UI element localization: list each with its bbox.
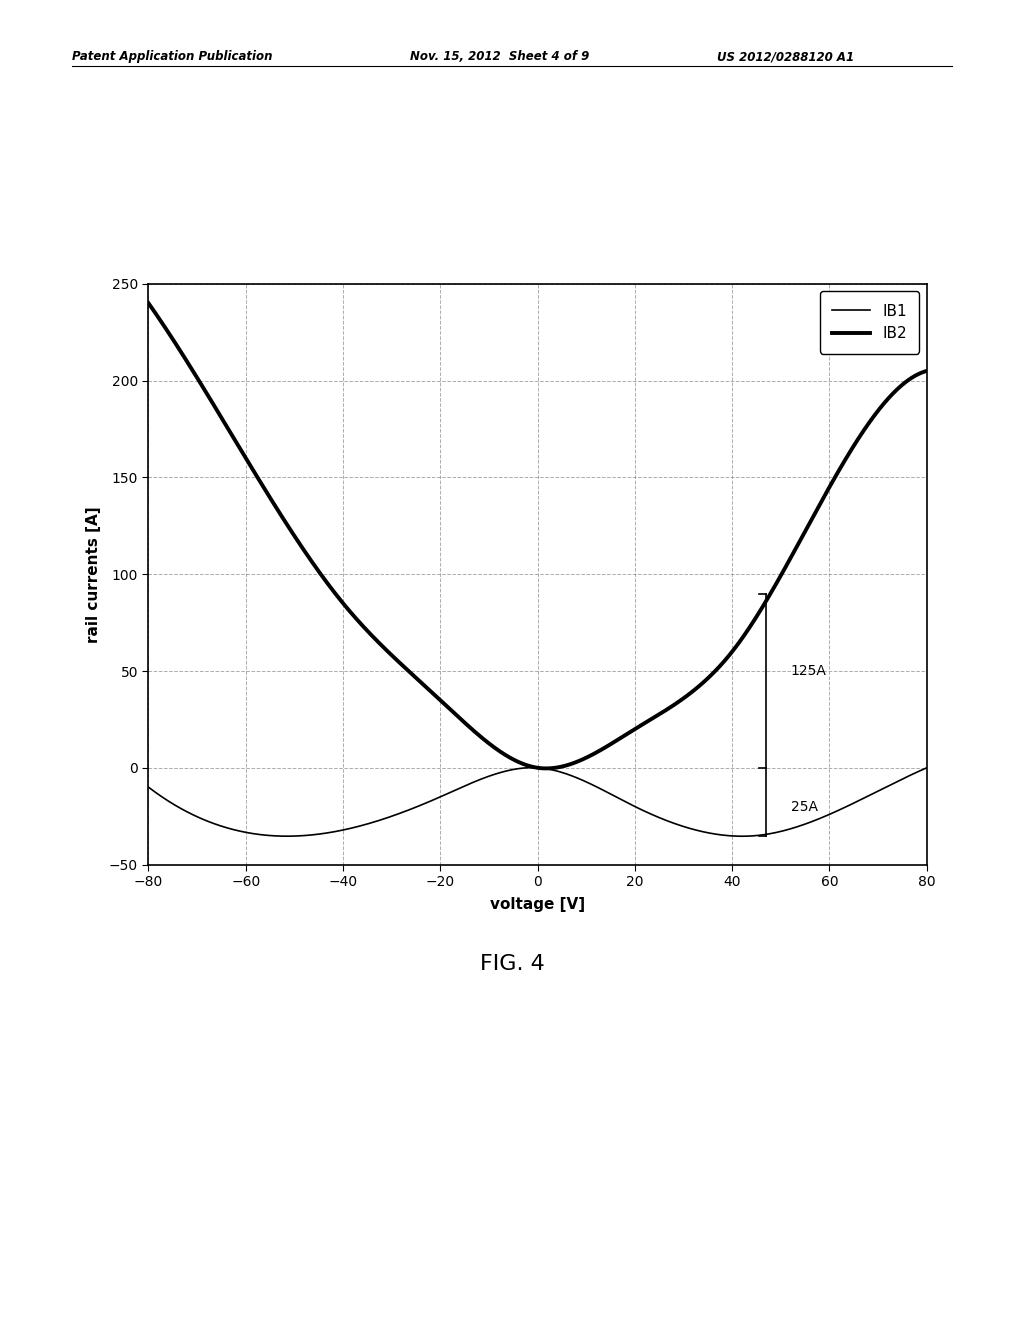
Text: 25A: 25A [791,800,817,813]
X-axis label: voltage [V]: voltage [V] [490,898,585,912]
Y-axis label: rail currents [A]: rail currents [A] [86,506,100,643]
Text: US 2012/0288120 A1: US 2012/0288120 A1 [717,50,854,63]
Legend: IB1, IB2: IB1, IB2 [819,292,920,354]
Text: 125A: 125A [791,664,826,678]
Text: Nov. 15, 2012  Sheet 4 of 9: Nov. 15, 2012 Sheet 4 of 9 [410,50,589,63]
Text: Patent Application Publication: Patent Application Publication [72,50,272,63]
Text: FIG. 4: FIG. 4 [479,953,545,974]
